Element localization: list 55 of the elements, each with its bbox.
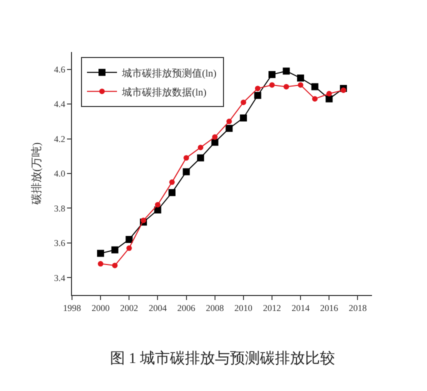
point bbox=[126, 245, 132, 251]
x-tick-label: 2010 bbox=[234, 302, 253, 313]
point bbox=[112, 262, 118, 268]
x-tick-label: 2018 bbox=[348, 302, 368, 313]
x-tick-label: 2000 bbox=[92, 302, 110, 313]
point bbox=[169, 179, 175, 185]
x-tick-label: 2012 bbox=[263, 302, 281, 313]
y-axis-title: 碳排放(万吨) bbox=[30, 142, 43, 206]
point bbox=[154, 202, 160, 208]
y-tick-label: 3.4 bbox=[54, 272, 66, 283]
y-tick-label: 4.2 bbox=[54, 134, 66, 144]
point bbox=[211, 138, 218, 146]
point bbox=[297, 74, 304, 82]
point bbox=[282, 68, 290, 75]
point bbox=[311, 83, 318, 90]
y-tick-label: 3.6 bbox=[54, 238, 66, 248]
x-tick-label: 2008 bbox=[206, 302, 224, 313]
point bbox=[254, 86, 260, 92]
point bbox=[197, 154, 204, 162]
point bbox=[140, 218, 146, 224]
point bbox=[312, 96, 318, 102]
x-tick-label: 1998 bbox=[63, 302, 82, 313]
y-tick-label: 3.8 bbox=[54, 203, 66, 214]
point bbox=[126, 236, 133, 243]
point bbox=[168, 189, 176, 196]
legend-label: 城市碳排放数据(ln) bbox=[121, 86, 206, 98]
point bbox=[212, 134, 218, 140]
x-tick-label: 2004 bbox=[148, 302, 168, 313]
point bbox=[97, 250, 104, 257]
point bbox=[98, 261, 104, 267]
point bbox=[268, 71, 276, 78]
y-tick-label: 4.4 bbox=[54, 99, 66, 110]
point bbox=[254, 92, 262, 99]
y-tick-label: 4.6 bbox=[54, 64, 66, 75]
point bbox=[240, 100, 246, 106]
point bbox=[111, 246, 118, 254]
point bbox=[226, 118, 232, 124]
point bbox=[340, 87, 346, 93]
legend-label: 城市碳排放预测值(ln) bbox=[121, 67, 216, 80]
x-tick-label: 2014 bbox=[292, 302, 310, 313]
caption: 图 1 城市碳排放与预测碳排放比较 bbox=[110, 350, 335, 367]
point bbox=[226, 124, 233, 132]
x-tick-label: 2016 bbox=[320, 302, 339, 313]
x-tick-label: 2002 bbox=[120, 302, 138, 313]
point bbox=[198, 144, 204, 150]
point bbox=[284, 84, 290, 90]
point bbox=[326, 95, 333, 102]
y-tick-label: 4.0 bbox=[54, 168, 66, 179]
point bbox=[269, 82, 275, 88]
point bbox=[182, 168, 190, 176]
point bbox=[326, 90, 332, 96]
x-tick-label: 2006 bbox=[177, 302, 196, 313]
point bbox=[240, 114, 247, 122]
point bbox=[298, 82, 304, 88]
point bbox=[184, 155, 190, 161]
